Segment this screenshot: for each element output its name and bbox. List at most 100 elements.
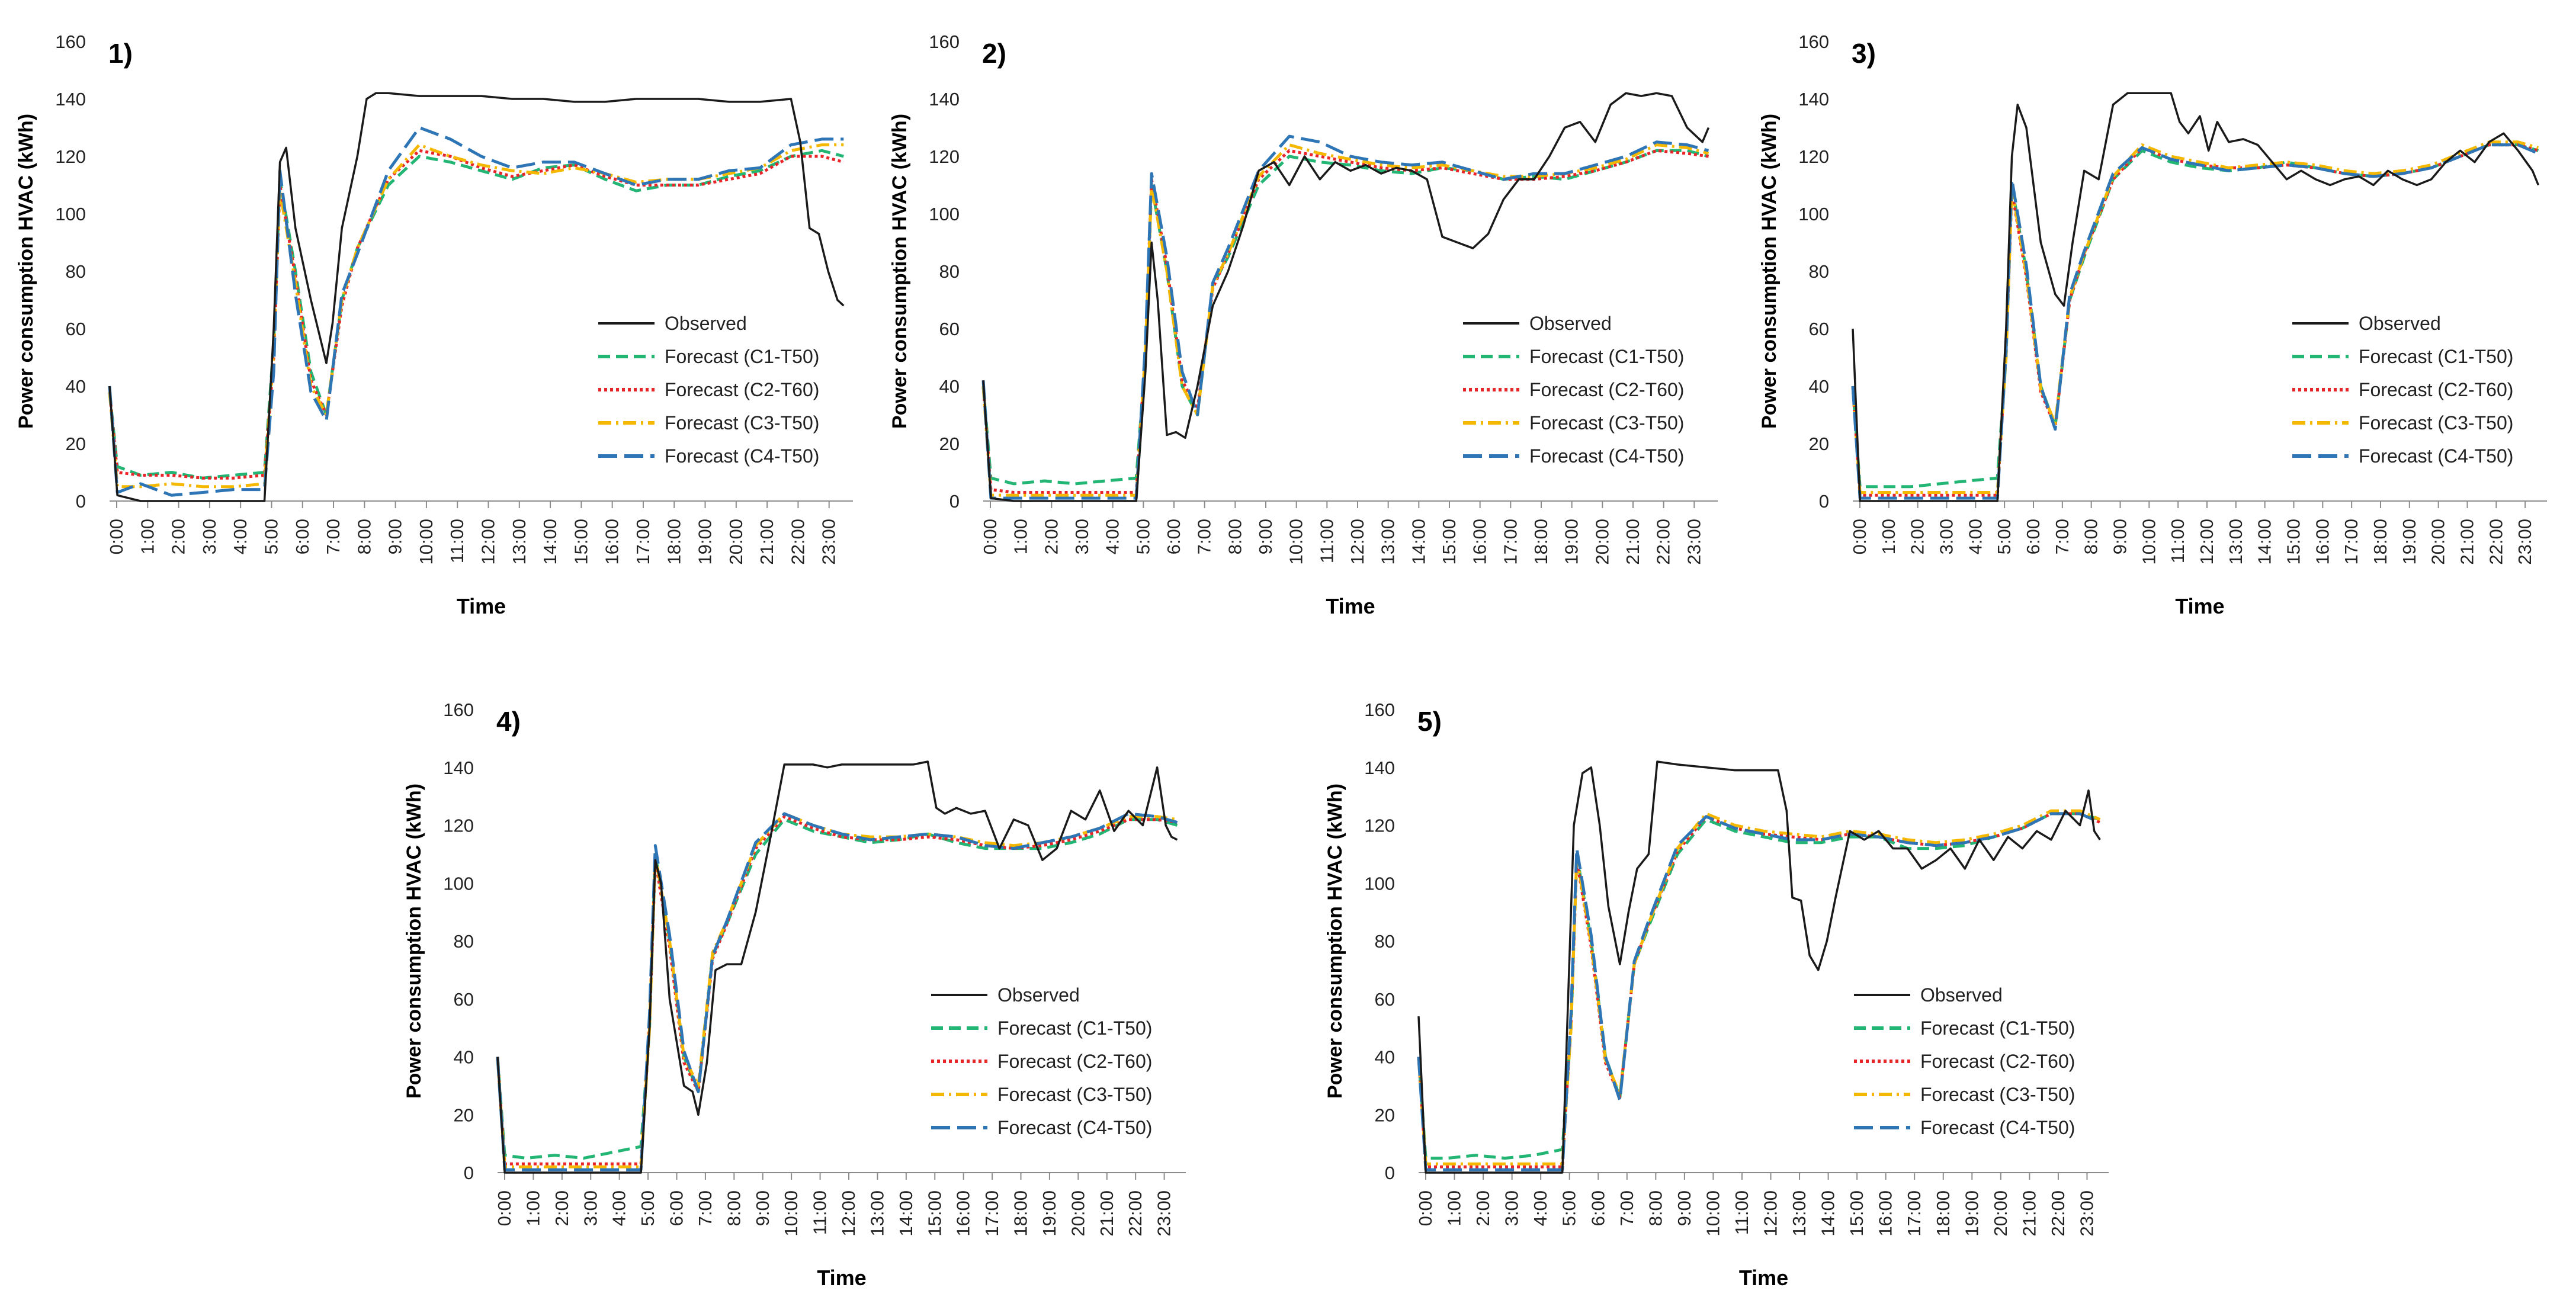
- x-tick-label: 18:00: [1010, 1190, 1031, 1237]
- y-tick-label: 140: [443, 757, 474, 778]
- x-tick-label: 8:00: [354, 519, 374, 554]
- x-tick-label: 7:00: [695, 1190, 716, 1226]
- legend-label: Forecast (C3-T50): [2359, 412, 2513, 434]
- x-tick-label: 13:00: [2225, 519, 2246, 565]
- y-tick-label: 100: [55, 204, 86, 224]
- legend-label: Forecast (C2-T60): [2359, 379, 2513, 400]
- x-tick-label: 9:00: [1255, 519, 1276, 554]
- x-tick-label: 5:00: [1559, 1190, 1580, 1226]
- x-tick-label: 8:00: [2081, 519, 2102, 554]
- x-tick-label: 14:00: [1818, 1190, 1839, 1237]
- y-tick-label: 20: [454, 1105, 474, 1125]
- legend-label: Forecast (C3-T50): [1529, 412, 1684, 434]
- y-tick-label: 80: [1375, 931, 1395, 952]
- legend-label: Forecast (C1-T50): [665, 346, 819, 367]
- series-line-observed: [1852, 92, 2540, 502]
- x-tick-label: 18:00: [2370, 519, 2391, 565]
- series-line-forecast-c1-t50: [1417, 812, 2101, 1160]
- legend-label: Forecast (C4-T50): [1920, 1117, 2075, 1138]
- x-tick-label: 2:00: [1041, 519, 1061, 554]
- x-tick-label: 14:00: [540, 519, 560, 565]
- legend-label: Observed: [665, 313, 747, 334]
- x-tick-label: 3:00: [1502, 1190, 1522, 1226]
- x-tick-label: 3:00: [199, 519, 220, 554]
- legend-label: Observed: [997, 984, 1080, 1006]
- series-line-observed: [108, 92, 845, 502]
- series-line-forecast-c2-t60: [981, 149, 1709, 494]
- x-tick-label: 4:00: [1102, 519, 1123, 554]
- chart-panel-5: 5) 0 20 40 60 80 100 120 140 160 0:00 1:00 2:00 3:00 4…: [1324, 699, 2109, 1290]
- legend-label: Forecast (C1-T50): [1920, 1017, 2075, 1039]
- legend: Observed Forecast (C1-T50) Forecast (C2-T6…: [2292, 313, 2513, 467]
- x-tick-label: 7:00: [1194, 519, 1215, 554]
- x-tick-label: 19:00: [1961, 1190, 1982, 1237]
- x-tick-label: 20:00: [1067, 1190, 1088, 1237]
- panel-label: 4): [496, 706, 521, 737]
- x-tick-label: 17:00: [2341, 519, 2362, 565]
- x-tick-label: 15:00: [1439, 519, 1459, 565]
- legend-label: Observed: [1529, 313, 1612, 334]
- panel-label: 3): [1852, 38, 1876, 69]
- x-tick-label: 21:00: [2457, 519, 2478, 565]
- y-tick-label: 100: [929, 204, 960, 224]
- series-line-forecast-c3-t50: [1851, 140, 2539, 494]
- legend: Observed Forecast (C1-T50) Forecast (C2-T6…: [931, 984, 1152, 1138]
- x-tick-label: 17:00: [1500, 519, 1520, 565]
- x-tick-label: 23:00: [2076, 1190, 2097, 1237]
- series-line-forecast-c4-t50: [981, 134, 1709, 500]
- x-tick-label: 9:00: [385, 519, 406, 554]
- x-tick-label: 21:00: [2019, 1190, 2039, 1237]
- x-tick-label: 8:00: [1645, 1190, 1666, 1226]
- x-tick-label: 23:00: [1154, 1190, 1175, 1237]
- x-tick-label: 16:00: [1875, 1190, 1896, 1237]
- x-tick-label: 10:00: [2138, 519, 2159, 565]
- legend-label: Forecast (C2-T60): [665, 379, 819, 400]
- y-tick-label: 120: [929, 146, 960, 167]
- x-tick-label: 23:00: [1683, 519, 1704, 565]
- x-tick-label: 15:00: [570, 519, 591, 565]
- x-tick-label: 3:00: [1936, 519, 1957, 554]
- x-tick-label: 0:00: [494, 1190, 515, 1226]
- x-tick-label: 19:00: [2399, 519, 2420, 565]
- x-tick-label: 5:00: [637, 1190, 658, 1226]
- y-tick-label: 80: [454, 931, 474, 952]
- panel-label: 2): [982, 38, 1006, 69]
- legend-label: Forecast (C2-T60): [1529, 379, 1684, 400]
- x-tick-label: 14:00: [1408, 519, 1429, 565]
- x-tick-label: 17:00: [981, 1190, 1002, 1237]
- y-tick-label: 0: [1819, 491, 1829, 512]
- x-tick-label: 0:00: [106, 519, 127, 554]
- y-tick-label: 20: [939, 434, 960, 454]
- x-tick-label: 2:00: [551, 1190, 572, 1226]
- x-axis-title: Time: [2175, 594, 2224, 618]
- y-tick-label: 100: [443, 873, 474, 894]
- x-tick-label: 19:00: [1561, 519, 1582, 565]
- x-tick-label: 11:00: [2167, 519, 2188, 563]
- chart-panel-4: 4) 0 20 40 60 80 100 120 140 160 0:00 1:00 2:00 3:00 4…: [403, 699, 1186, 1290]
- series-line-forecast-c4-t50: [1851, 143, 2539, 500]
- x-tick-label: 20:00: [726, 519, 746, 565]
- x-tick-label: 2:00: [1907, 519, 1928, 554]
- y-tick-label: 40: [1375, 1047, 1395, 1068]
- x-tick-label: 22:00: [2048, 1190, 2068, 1237]
- x-tick-label: 18:00: [1933, 1190, 1953, 1237]
- x-tick-label: 6:00: [666, 1190, 687, 1226]
- legend: Observed Forecast (C1-T50) Forecast (C2-T6…: [1463, 313, 1684, 467]
- x-tick-label: 10:00: [1702, 1190, 1723, 1237]
- x-tick-label: 22:00: [2485, 519, 2506, 565]
- y-tick-label: 0: [949, 491, 960, 512]
- x-tick-label: 2:00: [1473, 1190, 1493, 1226]
- panel-label: 5): [1417, 706, 1442, 737]
- x-tick-label: 5:00: [1133, 519, 1153, 554]
- y-tick-label: 40: [66, 376, 86, 397]
- legend-label: Forecast (C4-T50): [997, 1117, 1152, 1138]
- x-tick-label: 11:00: [810, 1190, 830, 1235]
- x-tick-label: 18:00: [1531, 519, 1551, 565]
- x-tick-label: 6:00: [1587, 1190, 1608, 1226]
- x-axis-title: Time: [1739, 1266, 1788, 1290]
- x-tick-label: 12:00: [1760, 1190, 1781, 1237]
- y-tick-label: 20: [66, 434, 86, 454]
- x-tick-label: 12:00: [1347, 519, 1368, 565]
- x-tick-label: 15:00: [924, 1190, 945, 1237]
- x-tick-label: 8:00: [723, 1190, 744, 1226]
